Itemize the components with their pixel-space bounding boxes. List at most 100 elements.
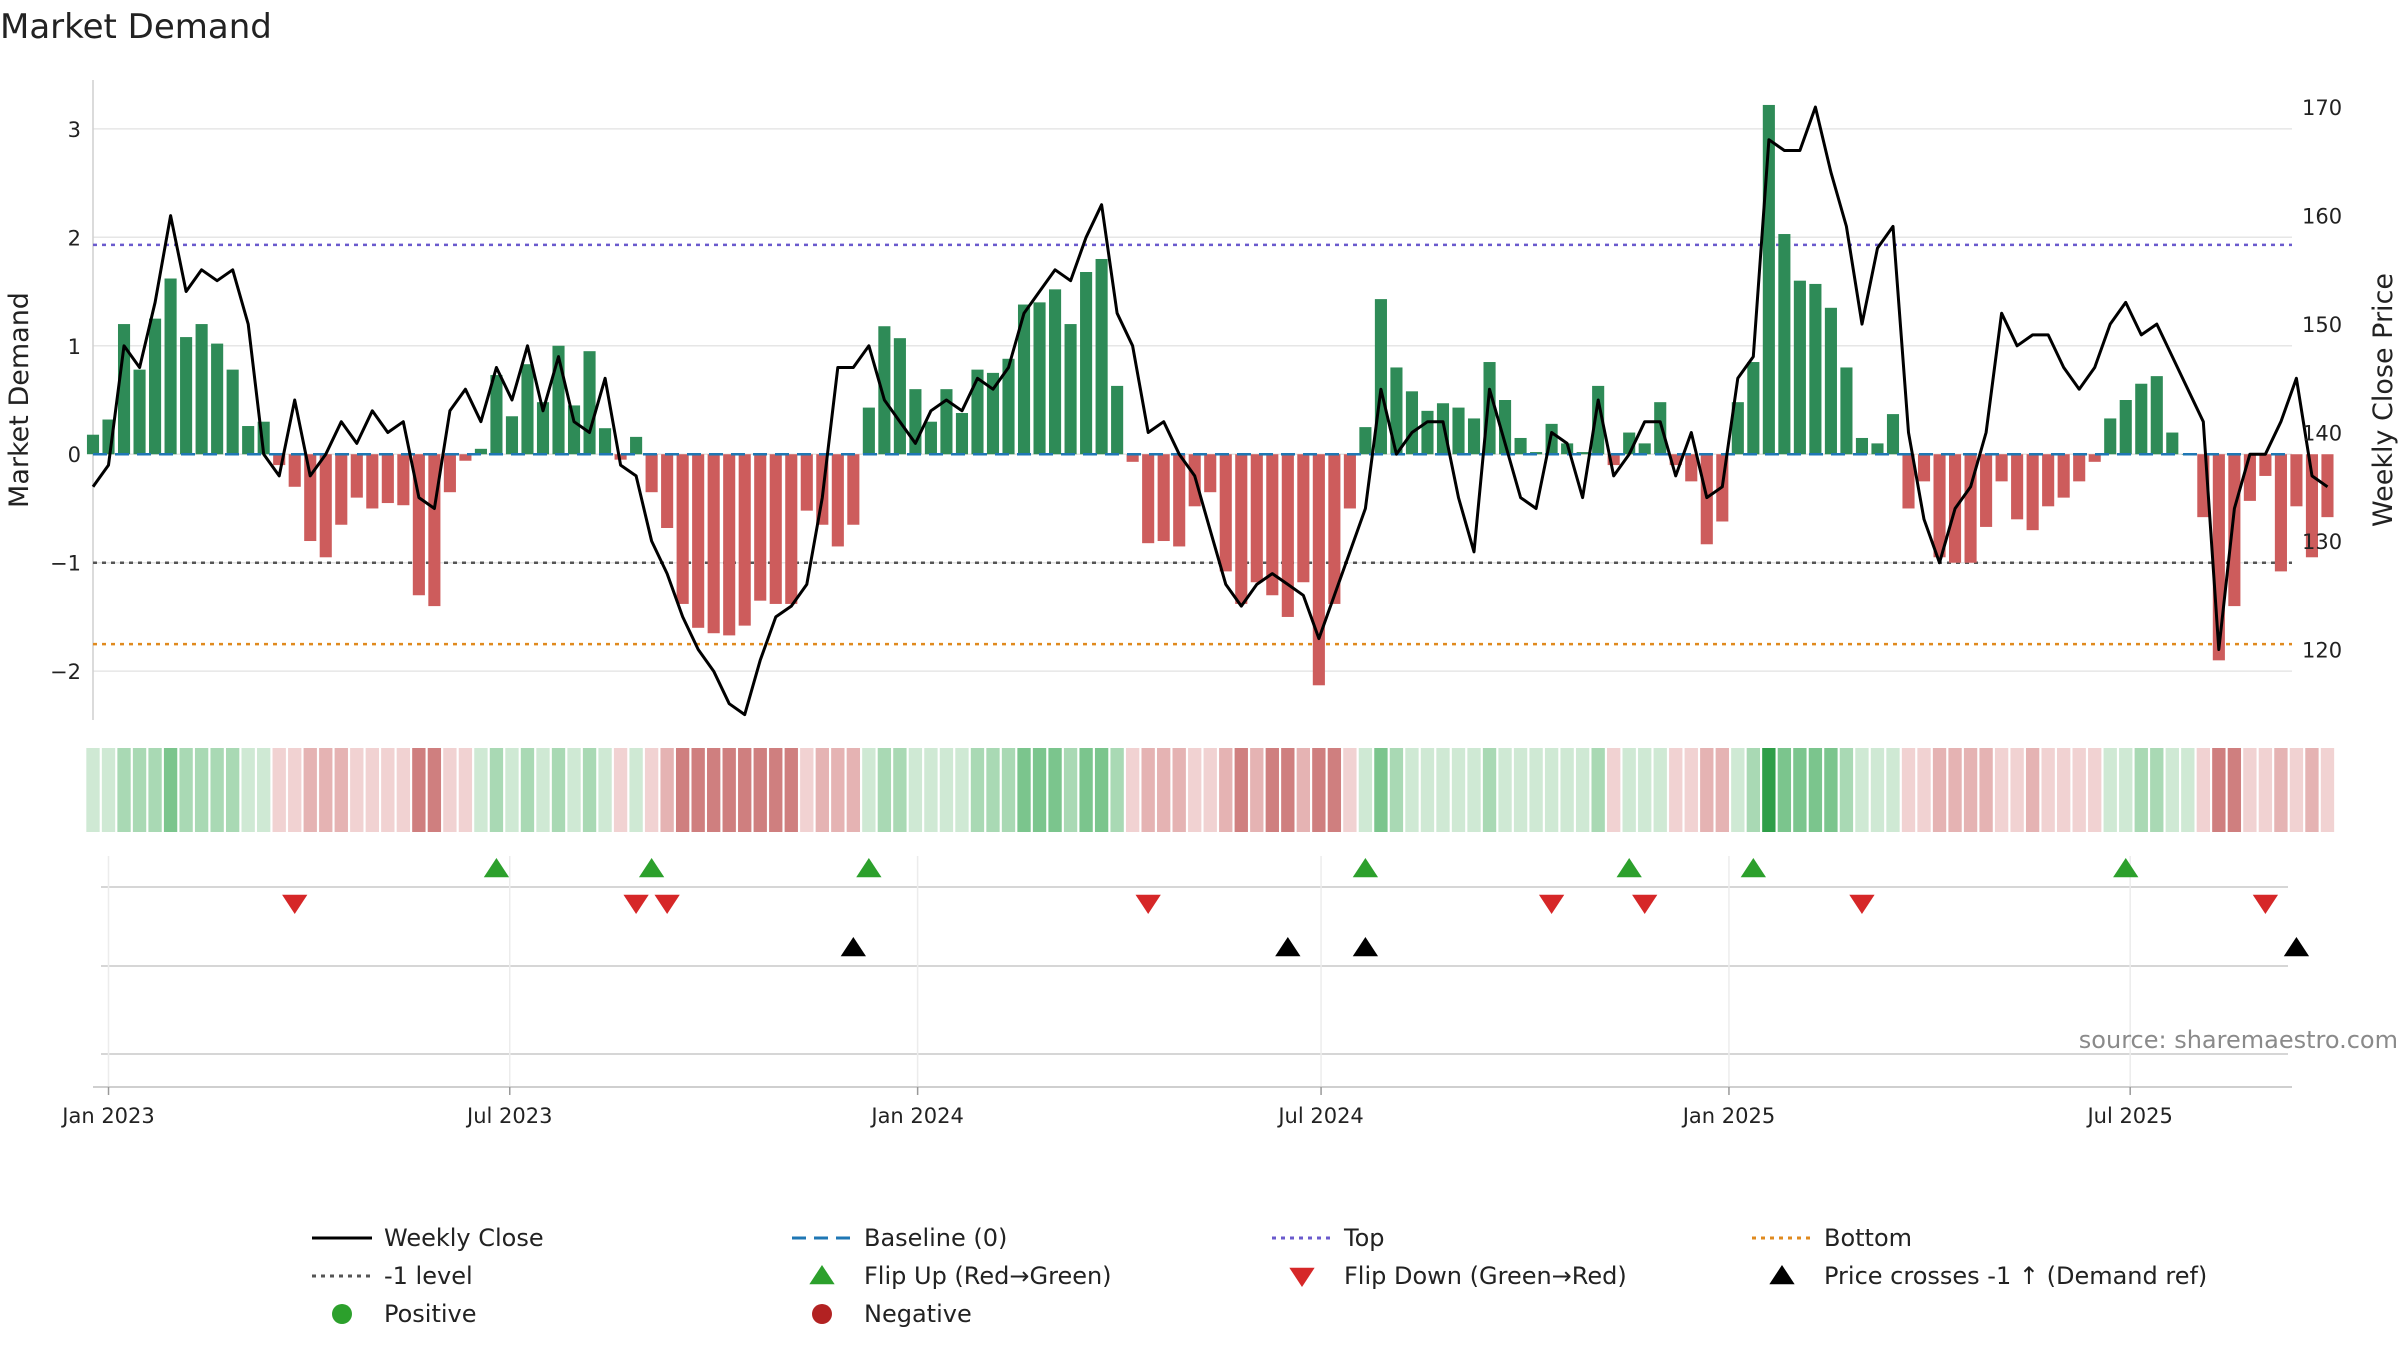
heat-strip-cell	[489, 748, 504, 832]
heat-strip-cell	[1979, 748, 1993, 832]
heat-strip-cell	[1591, 748, 1605, 832]
flip-down-marker	[623, 894, 649, 914]
heat-strip-cell	[1948, 748, 1962, 832]
heat-strip-cell	[241, 748, 255, 832]
heat-strip-cell	[1669, 748, 1683, 832]
heat-strip-cell	[955, 748, 969, 832]
demand-bar	[1002, 358, 1015, 455]
heat-strip-cell	[2320, 748, 2335, 832]
heat-strip-cell	[2289, 748, 2304, 832]
demand-bar	[1080, 272, 1093, 455]
heat-strip-cell	[427, 748, 442, 832]
demand-bar	[878, 326, 891, 455]
heat-strip-cell	[2196, 748, 2211, 832]
heat-strip-cell	[831, 748, 845, 832]
heat-strip-cell	[86, 748, 100, 832]
legend-item-negative-dot: Negative	[812, 1300, 972, 1328]
legend-label: Price crosses -1 ↑ (Demand ref)	[1824, 1262, 2207, 1290]
demand-bar	[692, 454, 705, 628]
heat-strip-cell	[1420, 748, 1435, 832]
heat-strip-cell	[1731, 748, 1745, 832]
demand-bar	[769, 454, 782, 604]
heat-strip-cell	[1281, 748, 1295, 832]
heat-strip-cell	[1498, 748, 1512, 832]
demand-bar	[2042, 454, 2055, 507]
flip-down-marker	[282, 894, 308, 914]
demand-bar	[754, 454, 767, 601]
demand-bar	[1467, 418, 1481, 455]
heat-strip-cell	[2088, 748, 2102, 832]
heat-strip-cell	[1343, 748, 1357, 832]
flip-down-marker	[2252, 894, 2279, 914]
demand-bar	[1886, 414, 1900, 455]
legend-item-price-cross: Price crosses -1 ↑ (Demand ref)	[1769, 1262, 2207, 1290]
demand-bar	[521, 364, 534, 455]
heat-strip-cell	[117, 748, 131, 832]
demand-bar	[2290, 454, 2303, 507]
legend-label: -1 level	[384, 1262, 473, 1290]
heat-strip-cell	[1715, 748, 1729, 832]
heat-strip-cell	[1855, 748, 1869, 832]
demand-bar	[1933, 454, 1946, 558]
heat-strip-cell	[1405, 748, 1419, 832]
demand-bar	[1142, 454, 1155, 544]
heat-strip-cell	[505, 748, 519, 832]
demand-bar	[986, 372, 1000, 455]
heat-strip-cell	[1622, 748, 1636, 832]
y-axis-ticks: −2 −1 0 1 2 3	[50, 118, 81, 684]
demand-bar	[505, 416, 519, 455]
heat-strip-cell	[1188, 748, 1202, 832]
heat-strip-cell	[1389, 748, 1404, 832]
heat-strip-cell	[2165, 748, 2179, 832]
heat-strip-cell	[986, 748, 1000, 832]
heat-strip-cell	[148, 748, 162, 832]
heat-strip-cell	[225, 748, 240, 832]
heat-strip-cell	[1886, 748, 1900, 832]
demand-bar	[335, 454, 348, 525]
y2-tick-label: 140	[2302, 422, 2342, 446]
demand-bar	[2088, 454, 2101, 462]
y-tick-label: 1	[68, 335, 81, 359]
heat-strip-cell	[1638, 748, 1652, 832]
legend-swatch	[1769, 1265, 1795, 1285]
demand-bar	[831, 454, 844, 547]
demand-bar	[924, 421, 937, 455]
reference-lines	[93, 243, 2292, 646]
y2-axis-ticks: 120 130 140 150 160 170	[2302, 96, 2342, 662]
demand-bar	[1328, 454, 1341, 604]
demand-bar	[211, 343, 224, 455]
demand-bar	[1731, 402, 1744, 455]
heat-strip-cell	[1762, 748, 1776, 832]
heat-strip-cell	[1358, 748, 1373, 832]
demand-bar	[1840, 367, 1853, 455]
heat-strip-cell	[1917, 748, 1931, 832]
heat-strip-cell	[132, 748, 147, 832]
demand-bar	[1824, 307, 1837, 455]
demand-heat-strip	[86, 748, 2335, 832]
heat-strip-cell	[1529, 748, 1543, 832]
heat-strip-cell	[365, 748, 379, 832]
demand-bar	[1576, 452, 1589, 455]
demand-bar	[1297, 454, 1310, 583]
heat-strip-cell	[2134, 748, 2148, 832]
heat-strip-cell	[1451, 748, 1466, 832]
demand-bar	[1669, 454, 1682, 466]
heat-strip-cell	[815, 748, 829, 832]
demand-bar	[288, 454, 301, 487]
heat-strip-cell	[1374, 748, 1388, 832]
flip-up-marker	[2113, 858, 2139, 878]
legend-item-flip-up: Flip Up (Red→Green)	[809, 1262, 1112, 1290]
heat-strip-cell	[567, 748, 581, 832]
demand-bar	[133, 369, 146, 455]
heat-strip-cell	[2181, 748, 2195, 832]
demand-bar	[1793, 280, 1806, 455]
demand-bar	[1343, 454, 1356, 509]
demand-bar	[1266, 454, 1279, 596]
heat-strip-cell	[1482, 748, 1497, 832]
flip-up-marker	[638, 858, 665, 878]
heat-strip-cell	[1125, 748, 1140, 832]
heat-strip-cell	[1250, 748, 1264, 832]
demand-bar	[304, 454, 317, 542]
demand-bar	[599, 428, 612, 455]
heat-strip-cell	[1544, 748, 1559, 832]
